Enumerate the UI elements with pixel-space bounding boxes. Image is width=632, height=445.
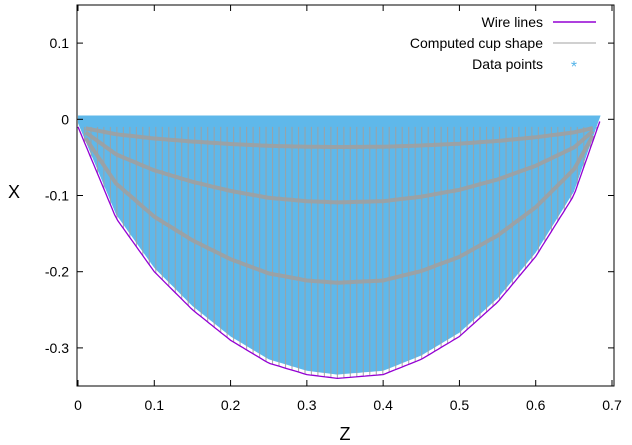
computed-cup-shape-series [83, 126, 598, 379]
x-tick-label: 0.6 [526, 397, 546, 413]
y-tick-label: -0.2 [45, 264, 69, 280]
mesh-band [83, 134, 595, 285]
data-points-area [78, 115, 601, 375]
x-tick-label: 0.7 [602, 397, 622, 413]
legend-label: Computed cup shape [410, 35, 543, 51]
data-points-series [78, 115, 601, 375]
x-tick-label: 0 [74, 397, 82, 413]
mesh-band [85, 126, 594, 149]
x-tick-label: 0.4 [373, 397, 393, 413]
legend-swatch-points: * [571, 59, 577, 76]
mesh-band [84, 129, 595, 205]
plot-area [77, 115, 601, 380]
x-tick-label: 0.2 [221, 397, 241, 413]
legend-label: Data points [472, 56, 543, 72]
x-axis-label: Z [340, 424, 351, 444]
y-tick-label: -0.3 [45, 340, 69, 356]
y-tick-label: -0.1 [45, 188, 69, 204]
x-tick-label: 0.5 [450, 397, 470, 413]
y-tick-label: 0 [61, 111, 69, 127]
wire-line [77, 121, 601, 380]
legend: Wire lines Computed cup shape Data points * [410, 14, 596, 76]
x-tick-label: 0.1 [145, 397, 165, 413]
y-axis-label: X [8, 182, 20, 202]
x-tick-label: 0.3 [297, 397, 317, 413]
legend-label: Wire lines [482, 14, 543, 30]
y-tick-label: 0.1 [50, 35, 70, 51]
axis-ticks: 0 0.1 0.2 0.3 0.4 0.5 0.6 0.7 0.1 0 -0.1 -0.2 -0.3 [45, 5, 622, 413]
